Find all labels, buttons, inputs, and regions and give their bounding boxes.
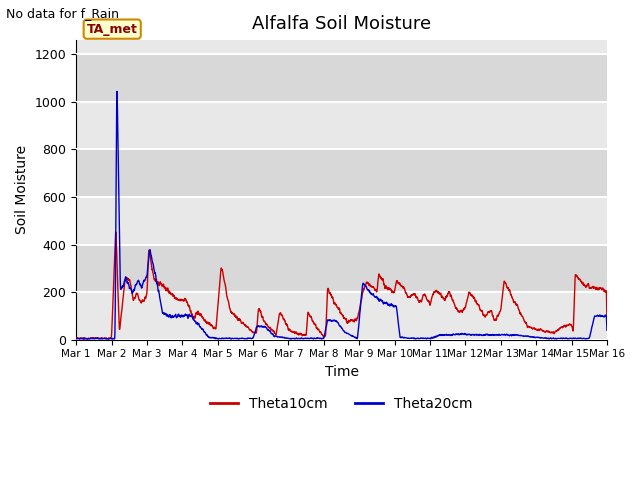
Theta20cm xyxy=(593,313,601,319)
Title: Alfalfa Soil Moisture: Alfalfa Soil Moisture xyxy=(252,15,431,33)
Y-axis label: Soil Moisture: Soil Moisture xyxy=(15,145,29,234)
Line: Theta10cm: Theta10cm xyxy=(76,232,607,339)
Bar xyxy=(76,102,607,149)
X-axis label: Time: Time xyxy=(324,365,358,379)
Theta10cm xyxy=(300,332,307,338)
Theta10cm xyxy=(105,336,113,342)
Theta10cm xyxy=(164,289,172,295)
Theta10cm xyxy=(603,318,611,324)
Theta20cm xyxy=(300,336,307,341)
Bar xyxy=(76,149,607,197)
Theta10cm xyxy=(276,311,284,316)
Theta10cm xyxy=(593,285,601,290)
Theta20cm xyxy=(133,281,141,287)
Line: Theta20cm: Theta20cm xyxy=(76,91,607,339)
Bar xyxy=(76,197,607,245)
Text: No data for f_Rain: No data for f_Rain xyxy=(6,7,120,20)
Theta10cm xyxy=(133,291,141,297)
Legend: Theta10cm, Theta20cm: Theta10cm, Theta20cm xyxy=(205,392,479,417)
Text: TA_met: TA_met xyxy=(87,23,138,36)
Bar xyxy=(76,292,607,340)
Theta20cm xyxy=(72,336,80,342)
Theta20cm xyxy=(227,336,235,342)
Theta10cm xyxy=(72,336,80,341)
Theta10cm xyxy=(536,327,543,333)
Bar xyxy=(76,54,607,102)
Theta20cm xyxy=(164,314,172,320)
Theta10cm xyxy=(112,229,120,235)
Theta20cm xyxy=(603,327,611,333)
Bar xyxy=(76,245,607,292)
Theta20cm xyxy=(276,334,284,340)
Theta20cm xyxy=(113,88,121,94)
Theta20cm xyxy=(536,335,543,341)
